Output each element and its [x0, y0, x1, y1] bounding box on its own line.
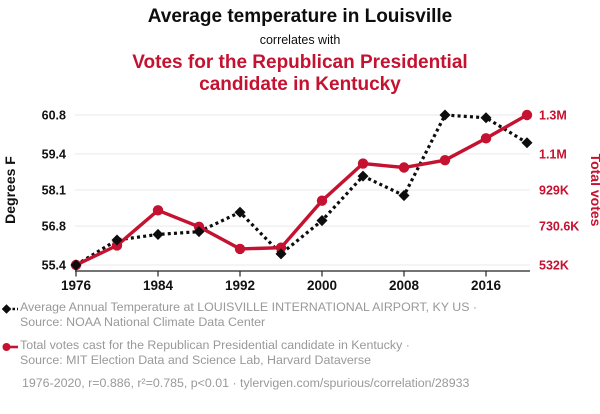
temperature-point	[152, 228, 164, 240]
page-subtitle: Votes for the Republican Presidential ca…	[132, 52, 468, 95]
legend-label-line: Average Annual Temperature at LOUISVILLE…	[20, 300, 478, 314]
left-y-tick-label: 55.4	[42, 259, 66, 273]
temperature-point	[521, 137, 533, 149]
legend-label-temperature: Average Annual Temperature at LOUISVILLE…	[18, 300, 477, 329]
votes-point	[152, 205, 164, 216]
legend-item-temperature: Average Annual Temperature at LOUISVILLE…	[2, 300, 590, 329]
left-y-tick-label: 60.8	[42, 109, 66, 123]
stats-footer: 1976-2020, r=0.886, r²=0.785, p<0.01 · t…	[22, 376, 470, 390]
temperature-point	[70, 259, 82, 271]
page-title: Average temperature in Louisville	[147, 6, 453, 27]
x-tick-label: 1976	[61, 278, 92, 293]
x-tick-label: 1992	[225, 278, 255, 293]
legend-label-votes: Total votes cast for the Republican Pres…	[18, 338, 410, 367]
votes-point	[480, 133, 492, 144]
diamond-dashed-icon	[2, 304, 18, 314]
votes-point	[521, 109, 533, 121]
x-tick-label: 2000	[307, 278, 337, 293]
legend-label-line: Total votes cast for the Republican Pres…	[20, 338, 410, 352]
chart-svg: 1976 1984 1992 2000 2008 2016 55.4 56.8 58.1 59.4…	[2, 109, 600, 294]
temperature-point	[439, 109, 451, 121]
temperature-line	[75, 113, 528, 267]
x-tick-label: 2008	[389, 278, 420, 293]
chart-area: 1976 1984 1992 2000 2008 2016 55.4 56.8 58.1 59.4…	[0, 98, 600, 298]
correlates-with-label: correlates with	[259, 33, 341, 47]
legend-item-votes: Total votes cast for the Republican Pres…	[2, 338, 590, 367]
left-y-tick-label: 56.8	[42, 220, 66, 234]
legend-label-line: Source: MIT Election Data and Science La…	[20, 352, 372, 367]
votes-point	[398, 162, 410, 173]
x-tick-label: 1984	[143, 278, 174, 293]
votes-point	[357, 158, 369, 169]
left-y-tick-label: 59.4	[42, 147, 66, 161]
votes-point	[275, 242, 287, 253]
votes-line	[75, 113, 528, 267]
chart-legend: Average Annual Temperature at LOUISVILLE…	[0, 298, 600, 391]
right-y-tick-label: 929K	[539, 184, 569, 198]
votes-point	[234, 243, 246, 255]
right-y-tick-label: 730.6K	[539, 220, 579, 234]
chart-header: Average temperature in Louisville correl…	[0, 0, 600, 96]
votes-point	[316, 195, 328, 206]
circle-solid-icon	[2, 343, 18, 351]
right-y-tick-label: 532K	[539, 259, 569, 273]
right-y-tick-label: 1.1M	[539, 147, 567, 161]
left-y-tick-label: 58.1	[42, 184, 66, 198]
right-y-tick-label: 1.3M	[539, 109, 567, 123]
right-axis-title: Total votes	[588, 154, 600, 227]
votes-point	[439, 154, 451, 166]
x-tick-label: 2016	[471, 278, 502, 293]
legend-label-line: Source: NOAA National Climate Data Cente…	[20, 314, 266, 329]
left-axis-title: Degrees F	[2, 156, 18, 224]
temperature-point	[398, 190, 410, 202]
